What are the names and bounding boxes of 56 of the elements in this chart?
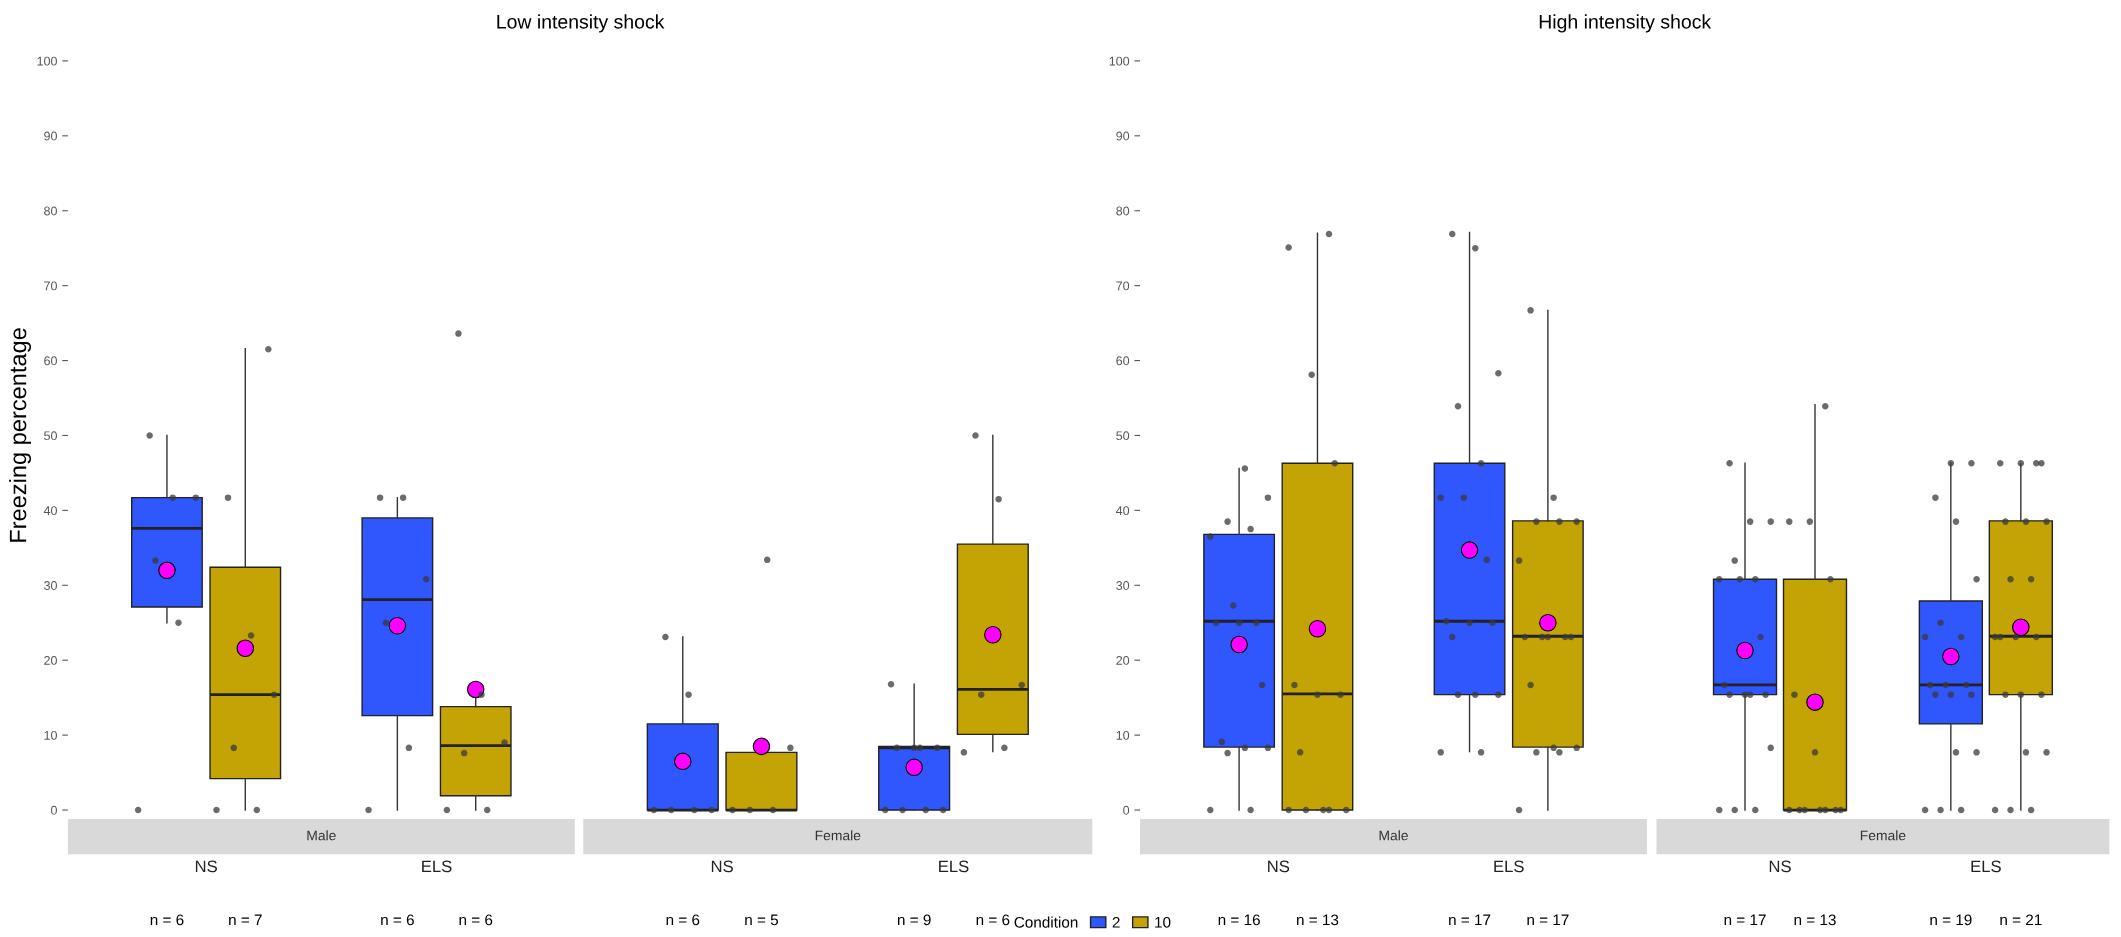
y-tick-label: 50 — [1116, 431, 1130, 441]
text: n = 9 — [897, 914, 931, 926]
y-tick-label: 70 — [1116, 281, 1130, 291]
y-tick-label: 50 — [44, 431, 57, 441]
x-axis-title: Female — [815, 830, 861, 841]
y-tick-label: 20 — [44, 656, 57, 665]
x-axis-title: Female — [1860, 830, 1906, 841]
x-tick-label: NS — [1268, 860, 1290, 873]
text: n = 13 — [1297, 914, 1339, 926]
text: n = 16 — [1218, 914, 1260, 926]
x-tick-label: NS — [195, 860, 217, 873]
chart-title: High intensity shock — [1539, 14, 1712, 33]
text: n = 6 — [381, 914, 414, 926]
text: n = 5 — [745, 914, 778, 926]
x-axis-title: Male — [307, 830, 336, 841]
y-tick-label: 10 — [1116, 730, 1130, 740]
legend-label: 2 — [1112, 916, 1120, 928]
y-tick-label: 60 — [44, 356, 57, 366]
y-axis-title: Freezing percentage — [9, 328, 32, 542]
legend-label: 10 — [1155, 916, 1171, 928]
y-tick-label: 30 — [1116, 581, 1130, 590]
x-tick-label: NS — [711, 860, 733, 873]
text: n = 17 — [1449, 914, 1491, 926]
y-tick-label: 0 — [1123, 805, 1130, 815]
y-tick-label: 90 — [44, 131, 57, 141]
y-tick-label: 80 — [1116, 206, 1130, 216]
text: n = 6 — [976, 914, 1010, 926]
y-tick-label: 60 — [1116, 356, 1130, 366]
x-tick-label: ELS — [422, 860, 452, 873]
x-axis-title: Male — [1379, 830, 1408, 841]
text: n = 6 — [150, 914, 184, 926]
y-tick-label: 30 — [44, 581, 57, 590]
x-tick-label: ELS — [1971, 860, 2001, 873]
y-tick-label: 0 — [50, 805, 57, 815]
text: n = 17 — [1724, 914, 1766, 926]
text: n = 13 — [1794, 914, 1836, 926]
text: n = 19 — [1930, 914, 1972, 926]
y-tick-label: 90 — [1116, 131, 1130, 141]
y-tick-label: 10 — [44, 730, 57, 740]
text: n = 7 — [229, 914, 262, 926]
text: n = 17 — [1527, 914, 1569, 926]
chart-title: Low intensity shock — [497, 14, 665, 33]
legend-title: Condition — [1014, 916, 1078, 928]
y-tick-label: 80 — [44, 206, 57, 216]
y-tick-label: 70 — [44, 281, 57, 291]
text: n = 6 — [666, 914, 700, 926]
text: n = 6 — [459, 914, 493, 926]
y-tick-label: 100 — [37, 56, 57, 66]
x-tick-label: NS — [1769, 860, 1791, 873]
text: n = 21 — [2000, 914, 2042, 926]
y-tick-label: 20 — [1116, 656, 1130, 665]
y-tick-label: 40 — [1116, 506, 1130, 516]
y-tick-label: 100 — [1109, 56, 1130, 66]
y-tick-label: 40 — [43, 506, 57, 516]
x-tick-label: ELS — [1494, 860, 1524, 873]
x-tick-label: ELS — [939, 860, 969, 873]
